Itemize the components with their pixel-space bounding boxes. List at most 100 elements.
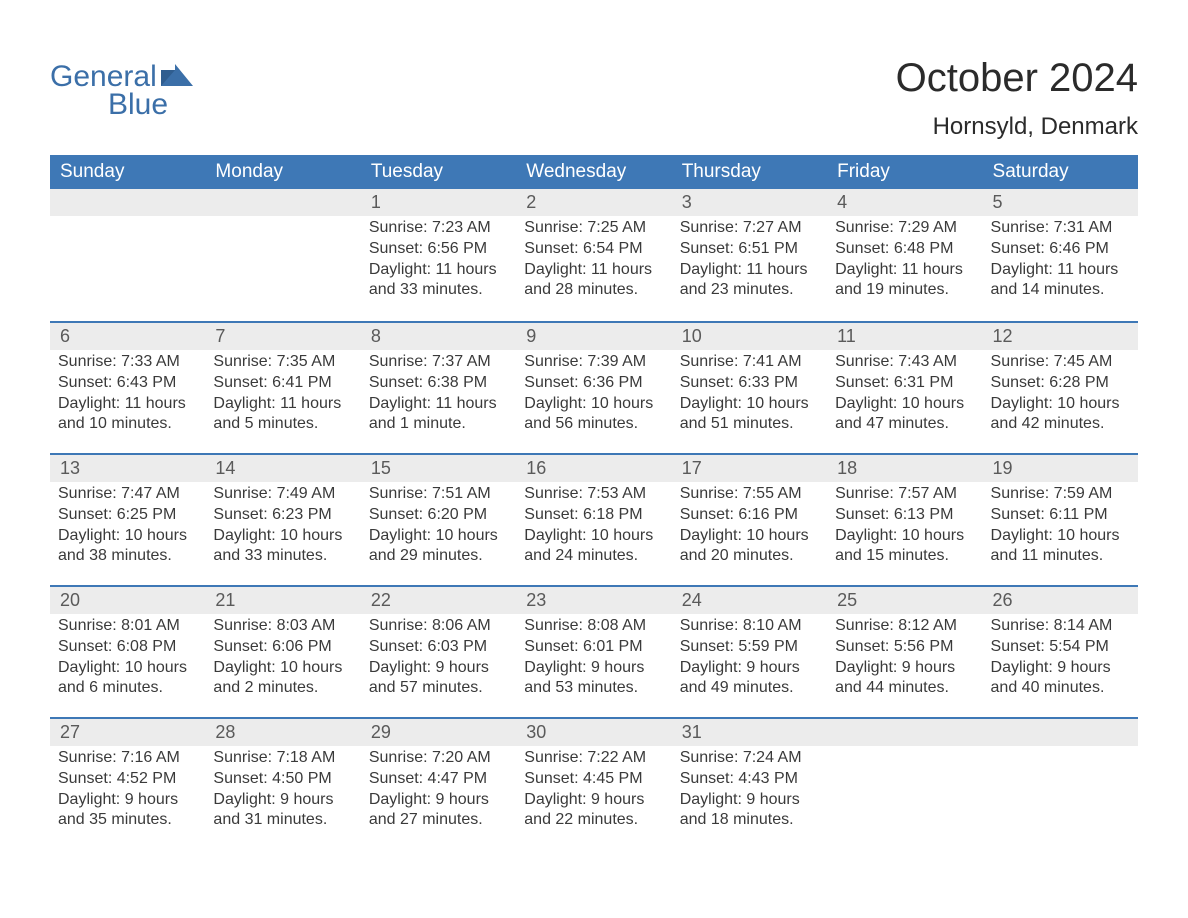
day-cell: 29Sunrise: 7:20 AMSunset: 4:47 PMDayligh… (361, 719, 516, 849)
day-line: Daylight: 10 hours (524, 394, 661, 415)
day-number: 23 (516, 587, 671, 614)
day-body: Sunrise: 7:27 AMSunset: 6:51 PMDaylight:… (672, 216, 827, 301)
day-line: and 5 minutes. (213, 414, 350, 435)
day-line: and 19 minutes. (835, 280, 972, 301)
day-number: 13 (50, 455, 205, 482)
day-cell: 12Sunrise: 7:45 AMSunset: 6:28 PMDayligh… (983, 323, 1138, 453)
day-line: Sunset: 5:56 PM (835, 637, 972, 658)
location: Hornsyld, Denmark (896, 113, 1138, 141)
day-cell: 30Sunrise: 7:22 AMSunset: 4:45 PMDayligh… (516, 719, 671, 849)
day-line: and 23 minutes. (680, 280, 817, 301)
day-line: Sunrise: 7:47 AM (58, 484, 195, 505)
week-row: 20Sunrise: 8:01 AMSunset: 6:08 PMDayligh… (50, 585, 1138, 717)
day-line: Daylight: 10 hours (213, 526, 350, 547)
day-cell (983, 719, 1138, 849)
day-number: 22 (361, 587, 516, 614)
day-line: Sunrise: 7:41 AM (680, 352, 817, 373)
day-body: Sunrise: 8:03 AMSunset: 6:06 PMDaylight:… (205, 614, 360, 699)
day-line: Sunrise: 7:22 AM (524, 748, 661, 769)
day-line: and 24 minutes. (524, 546, 661, 567)
day-number: 1 (361, 189, 516, 216)
day-line: and 20 minutes. (680, 546, 817, 567)
day-line: Daylight: 10 hours (991, 526, 1128, 547)
day-body (983, 746, 1138, 748)
week-row: 13Sunrise: 7:47 AMSunset: 6:25 PMDayligh… (50, 453, 1138, 585)
day-cell: 9Sunrise: 7:39 AMSunset: 6:36 PMDaylight… (516, 323, 671, 453)
day-cell: 13Sunrise: 7:47 AMSunset: 6:25 PMDayligh… (50, 455, 205, 585)
day-line: Sunset: 6:43 PM (58, 373, 195, 394)
day-cell: 16Sunrise: 7:53 AMSunset: 6:18 PMDayligh… (516, 455, 671, 585)
day-cell: 5Sunrise: 7:31 AMSunset: 6:46 PMDaylight… (983, 189, 1138, 321)
week-row: 1Sunrise: 7:23 AMSunset: 6:56 PMDaylight… (50, 189, 1138, 321)
day-body: Sunrise: 7:29 AMSunset: 6:48 PMDaylight:… (827, 216, 982, 301)
day-cell: 19Sunrise: 7:59 AMSunset: 6:11 PMDayligh… (983, 455, 1138, 585)
day-line: and 27 minutes. (369, 810, 506, 831)
day-number: 15 (361, 455, 516, 482)
day-line: Sunrise: 7:35 AM (213, 352, 350, 373)
day-line: Sunset: 6:20 PM (369, 505, 506, 526)
day-cell: 26Sunrise: 8:14 AMSunset: 5:54 PMDayligh… (983, 587, 1138, 717)
day-line: Daylight: 10 hours (680, 526, 817, 547)
day-line: Daylight: 10 hours (58, 658, 195, 679)
day-cell: 10Sunrise: 7:41 AMSunset: 6:33 PMDayligh… (672, 323, 827, 453)
day-line: and 10 minutes. (58, 414, 195, 435)
day-body: Sunrise: 8:01 AMSunset: 6:08 PMDaylight:… (50, 614, 205, 699)
day-body: Sunrise: 7:24 AMSunset: 4:43 PMDaylight:… (672, 746, 827, 831)
day-line: and 11 minutes. (991, 546, 1128, 567)
day-cell (50, 189, 205, 321)
day-number: 27 (50, 719, 205, 746)
day-line: Sunrise: 7:27 AM (680, 218, 817, 239)
week-row: 6Sunrise: 7:33 AMSunset: 6:43 PMDaylight… (50, 321, 1138, 453)
day-line: and 38 minutes. (58, 546, 195, 567)
day-cell: 4Sunrise: 7:29 AMSunset: 6:48 PMDaylight… (827, 189, 982, 321)
day-line: Sunset: 6:11 PM (991, 505, 1128, 526)
day-line: Sunrise: 8:03 AM (213, 616, 350, 637)
day-line: and 56 minutes. (524, 414, 661, 435)
day-cell: 11Sunrise: 7:43 AMSunset: 6:31 PMDayligh… (827, 323, 982, 453)
day-number: 7 (205, 323, 360, 350)
day-number: 11 (827, 323, 982, 350)
day-line: and 53 minutes. (524, 678, 661, 699)
day-body: Sunrise: 7:23 AMSunset: 6:56 PMDaylight:… (361, 216, 516, 301)
day-body: Sunrise: 7:16 AMSunset: 4:52 PMDaylight:… (50, 746, 205, 831)
day-line: Sunset: 6:51 PM (680, 239, 817, 260)
day-line: and 2 minutes. (213, 678, 350, 699)
day-line: Daylight: 11 hours (213, 394, 350, 415)
day-line: Sunset: 6:23 PM (213, 505, 350, 526)
day-number: 14 (205, 455, 360, 482)
day-cell: 14Sunrise: 7:49 AMSunset: 6:23 PMDayligh… (205, 455, 360, 585)
day-number: 24 (672, 587, 827, 614)
day-line: Sunset: 4:50 PM (213, 769, 350, 790)
day-cell: 20Sunrise: 8:01 AMSunset: 6:08 PMDayligh… (50, 587, 205, 717)
day-line: Daylight: 11 hours (58, 394, 195, 415)
day-line: Daylight: 9 hours (58, 790, 195, 811)
day-line: Daylight: 9 hours (680, 790, 817, 811)
day-line: Sunrise: 7:33 AM (58, 352, 195, 373)
day-line: Sunrise: 7:18 AM (213, 748, 350, 769)
day-number (50, 189, 205, 216)
day-line: Daylight: 9 hours (524, 790, 661, 811)
calendar: SundayMondayTuesdayWednesdayThursdayFrid… (50, 155, 1138, 849)
day-line: Sunset: 4:45 PM (524, 769, 661, 790)
day-body: Sunrise: 7:59 AMSunset: 6:11 PMDaylight:… (983, 482, 1138, 567)
day-line: and 49 minutes. (680, 678, 817, 699)
day-line: and 44 minutes. (835, 678, 972, 699)
day-body: Sunrise: 7:18 AMSunset: 4:50 PMDaylight:… (205, 746, 360, 831)
day-line: and 33 minutes. (213, 546, 350, 567)
day-number: 17 (672, 455, 827, 482)
day-body: Sunrise: 7:33 AMSunset: 6:43 PMDaylight:… (50, 350, 205, 435)
day-line: Daylight: 9 hours (369, 658, 506, 679)
dow-tuesday: Tuesday (361, 155, 516, 189)
day-line: Sunrise: 7:37 AM (369, 352, 506, 373)
day-line: Sunrise: 7:49 AM (213, 484, 350, 505)
day-cell: 31Sunrise: 7:24 AMSunset: 4:43 PMDayligh… (672, 719, 827, 849)
day-cell: 18Sunrise: 7:57 AMSunset: 6:13 PMDayligh… (827, 455, 982, 585)
day-line: Sunset: 6:36 PM (524, 373, 661, 394)
day-line: Sunrise: 8:14 AM (991, 616, 1128, 637)
day-body: Sunrise: 7:45 AMSunset: 6:28 PMDaylight:… (983, 350, 1138, 435)
day-line: and 31 minutes. (213, 810, 350, 831)
day-line: Sunrise: 7:45 AM (991, 352, 1128, 373)
day-cell: 21Sunrise: 8:03 AMSunset: 6:06 PMDayligh… (205, 587, 360, 717)
day-line: Sunset: 5:59 PM (680, 637, 817, 658)
day-line: Sunrise: 7:23 AM (369, 218, 506, 239)
